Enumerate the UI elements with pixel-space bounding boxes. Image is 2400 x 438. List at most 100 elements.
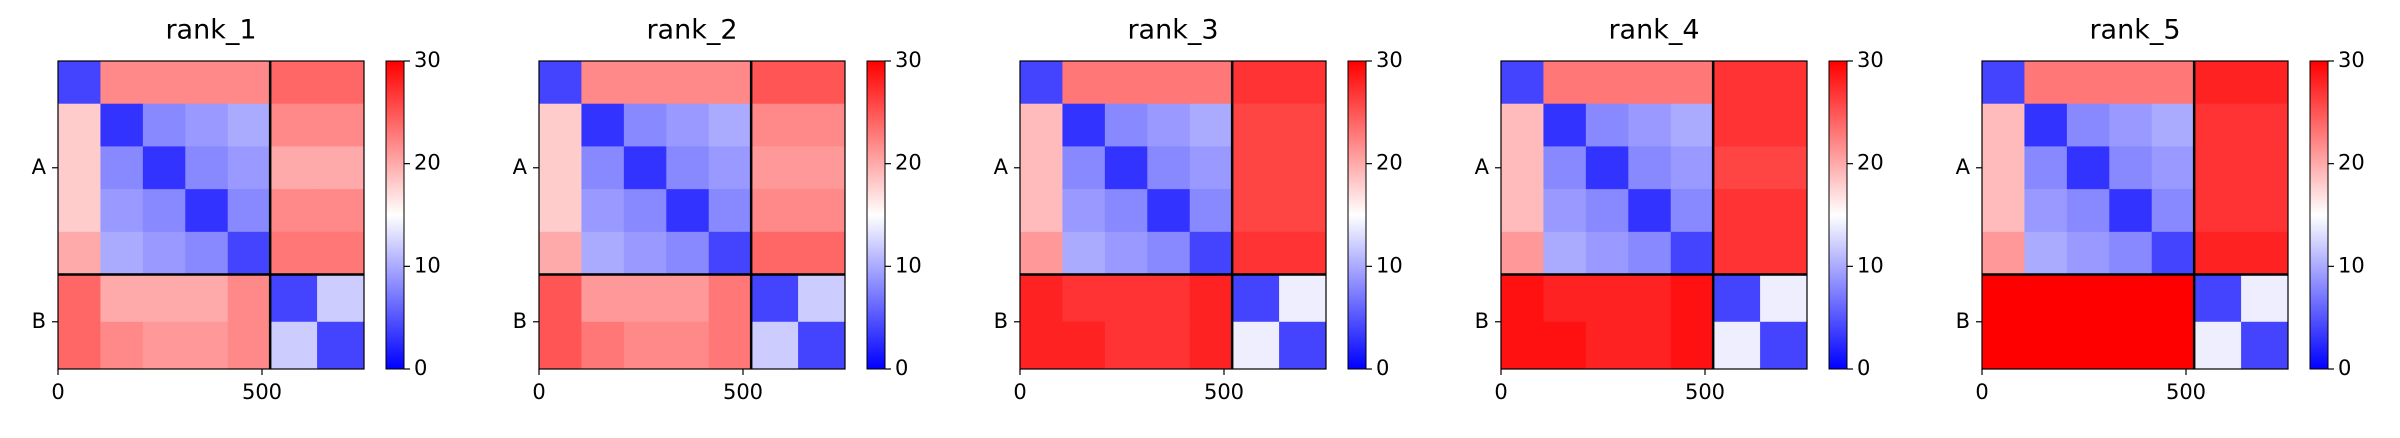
heatmap-cell: [1147, 61, 1191, 105]
axes-frame: [538, 60, 846, 370]
heatmap-cell: [1104, 103, 1148, 147]
heatmap-cell: [1279, 61, 1327, 105]
x-tick-label: 500: [1204, 380, 1244, 404]
heatmap-cell: [270, 189, 318, 233]
colorbar-tick-label: 0: [1376, 356, 1389, 380]
heatmap-cell: [2109, 321, 2153, 370]
heatmap-cell: [539, 61, 582, 105]
heatmap-cell: [58, 321, 101, 370]
heatmap-cell: [1760, 61, 1808, 105]
heatmap-cell: [270, 61, 318, 105]
heatmap-cell: [1279, 146, 1327, 190]
colorbar-tick-label: 30: [414, 48, 441, 72]
heatmap-cell: [1713, 146, 1761, 190]
heatmap-cell: [1189, 189, 1233, 233]
heatmap-cell: [1628, 189, 1672, 233]
heatmap-cell: [2024, 146, 2068, 190]
heatmap-cell: [2241, 231, 2289, 276]
heatmap-cell: [1585, 321, 1629, 370]
heatmap-cell: [1062, 189, 1106, 233]
heatmap-cell: [185, 103, 229, 147]
heatmap-cell: [185, 146, 229, 190]
x-tick-label: 0: [51, 380, 64, 404]
heatmap-cell: [708, 321, 752, 370]
heatmap-cell: [1501, 231, 1544, 276]
x-tick-label: 0: [1975, 380, 1988, 404]
heatmap-cell: [2194, 189, 2242, 233]
heatmap-cell: [317, 231, 365, 276]
heatmap-cell: [2151, 103, 2195, 147]
heatmap-cell: [227, 321, 271, 370]
heatmap-cell: [142, 61, 186, 105]
heatmap-cell: [751, 103, 799, 147]
heatmap-cell: [1279, 103, 1327, 147]
heatmap-cell: [100, 321, 144, 370]
heatmap-cell: [623, 189, 667, 233]
colorbar-tick-label: 0: [414, 356, 427, 380]
heatmap-cell: [317, 103, 365, 147]
heatmap-cell: [1543, 146, 1587, 190]
heatmap-cell: [1628, 321, 1672, 370]
heatmap-cell: [1982, 189, 2025, 233]
heatmap-cell: [1543, 103, 1587, 147]
heatmap-cell: [1020, 189, 1063, 233]
heatmap-cell: [581, 61, 625, 105]
heatmap-cell: [100, 61, 144, 105]
heatmap-cell: [142, 231, 186, 276]
colorbar-tick-label: 10: [2338, 253, 2365, 277]
heatmap-cell: [100, 146, 144, 190]
heatmap-cell: [623, 231, 667, 276]
heatmap-cell: [1713, 103, 1761, 147]
heatmap-cell: [1543, 189, 1587, 233]
heatmap-cell: [581, 321, 625, 370]
heatmap-cell: [1189, 103, 1233, 147]
heatmap-cell: [1585, 189, 1629, 233]
heatmap-cell: [666, 103, 710, 147]
y-tick-label: B: [1956, 309, 1970, 333]
colorbar-tick-label: 10: [1857, 253, 1884, 277]
heatmap-cell: [1628, 146, 1672, 190]
heatmap-cell: [317, 321, 365, 370]
heatmap-cell: [1982, 321, 2025, 370]
heatmap-cell: [666, 231, 710, 276]
heatmap-cell: [1501, 146, 1544, 190]
heatmap-cell: [1713, 189, 1761, 233]
heatmap-cell: [1062, 103, 1106, 147]
heatmap-cell: [2024, 103, 2068, 147]
heatmap-cell: [317, 274, 365, 323]
panel-title: rank_4: [1608, 15, 1699, 46]
heatmap-cell: [270, 231, 318, 276]
heatmap-cell: [185, 189, 229, 233]
heatmap-cell: [1501, 103, 1544, 147]
colorbar: [1347, 60, 1367, 370]
colorbar-tick-label: 0: [2338, 356, 2351, 380]
x-tick-label: 500: [723, 380, 763, 404]
heatmap-cell: [539, 231, 582, 276]
heatmap-cell: [58, 189, 101, 233]
heatmap-cell: [2241, 274, 2289, 323]
heatmap-cell: [751, 274, 799, 323]
heatmap-cell: [1104, 189, 1148, 233]
colorbar-tick-label: 30: [1376, 48, 1403, 72]
heatmap-cell: [1020, 146, 1063, 190]
heatmap-cell: [581, 274, 625, 323]
heatmap-cell: [2024, 231, 2068, 276]
colorbar-tick-label: 10: [414, 253, 441, 277]
heatmap-cell: [1189, 146, 1233, 190]
y-tick-label: A: [32, 155, 47, 179]
heatmap-cell: [2241, 61, 2289, 105]
heatmap-cell: [2241, 103, 2289, 147]
heatmap-cell: [1585, 61, 1629, 105]
colorbar-tick-label: 0: [895, 356, 908, 380]
heatmap-cell: [1104, 321, 1148, 370]
heatmap-cell: [58, 231, 101, 276]
heatmap-cell: [623, 321, 667, 370]
heatmap-cell: [751, 146, 799, 190]
heatmap-cell: [317, 61, 365, 105]
heatmap-cell: [1713, 274, 1761, 323]
heatmap-cell: [623, 103, 667, 147]
heatmap-cell: [2151, 61, 2195, 105]
x-tick-label: 500: [1685, 380, 1725, 404]
heatmap-cell: [1104, 61, 1148, 105]
